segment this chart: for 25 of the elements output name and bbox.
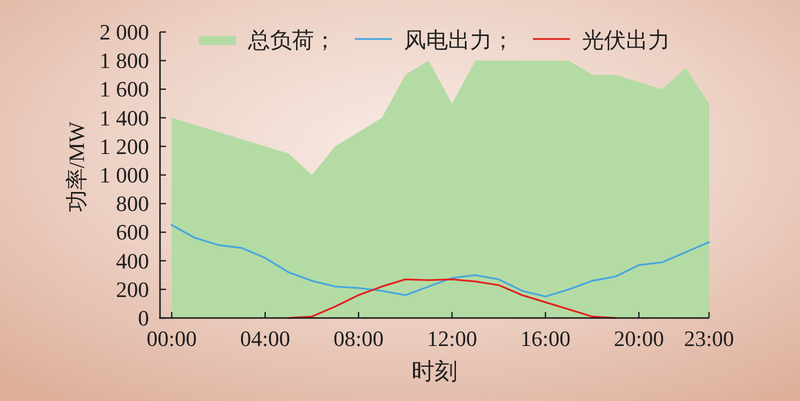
legend-label: 风电出力； xyxy=(404,28,514,52)
y-axis-title: 功率/MW xyxy=(64,122,89,212)
y-tick-label: 800 xyxy=(116,191,149,216)
y-tick-label: 600 xyxy=(116,220,149,245)
x-axis-title: 时刻 xyxy=(412,359,458,384)
x-tick-label: 04:00 xyxy=(240,326,290,351)
x-tick-label: 23:00 xyxy=(684,326,734,351)
line-series xyxy=(288,278,616,319)
x-tick-label: 20:00 xyxy=(614,326,664,351)
y-tick-label: 1 000 xyxy=(100,162,149,188)
y-tick-label: 200 xyxy=(116,276,149,302)
x-tick-label: 08:00 xyxy=(334,326,384,351)
y-tick-label: 1 800 xyxy=(100,48,149,74)
x-tick-label: 00:00 xyxy=(146,326,197,351)
legend-label: 总负荷； xyxy=(247,28,336,52)
line-series xyxy=(170,224,710,298)
y-tick-label: 1 200 xyxy=(100,134,149,159)
y-tick-label: 0 xyxy=(138,306,149,330)
x-tick-label: 12:00 xyxy=(426,326,478,351)
legend-label: 光伏出力 xyxy=(582,28,670,52)
y-tick-label: 400 xyxy=(116,248,149,274)
y-tick-label: 2 000 xyxy=(100,20,149,44)
y-tick-label: 1 600 xyxy=(100,76,149,102)
y-tick-label: 1 400 xyxy=(100,105,149,130)
x-tick-label: 16:00 xyxy=(520,326,571,351)
